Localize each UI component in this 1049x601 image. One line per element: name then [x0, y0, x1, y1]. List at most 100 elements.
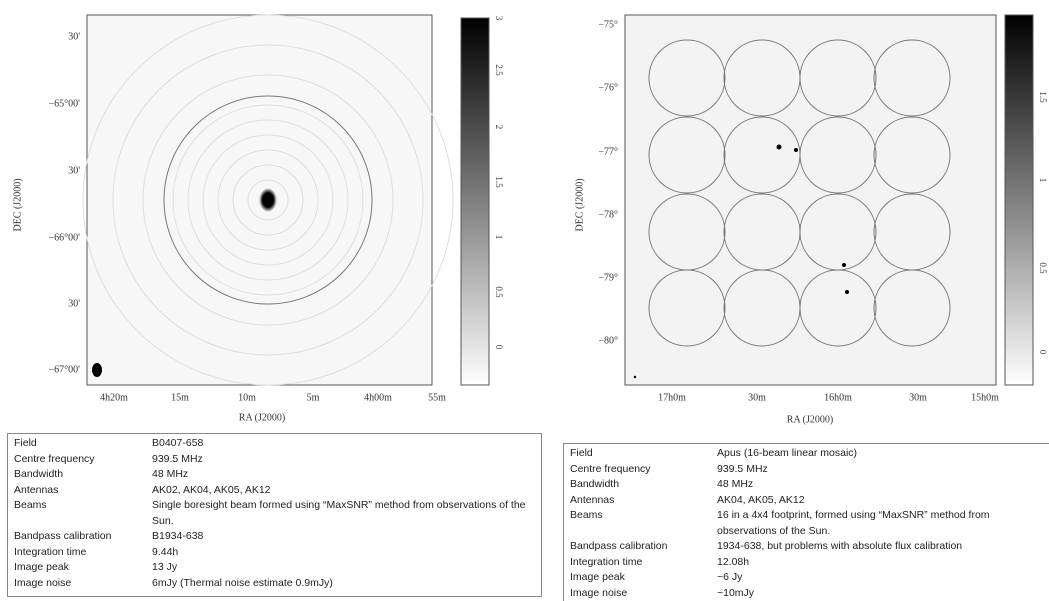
ra-tick-label: 16h0m: [824, 392, 852, 403]
table-value: ~6 Jy: [717, 570, 1046, 586]
dec-tick-label: −67°00': [49, 364, 81, 375]
table-value: B1934-638: [152, 529, 535, 545]
source: [259, 188, 277, 212]
table-value: AK04, AK05, AK12: [717, 493, 1046, 509]
ra-tick-label: 30m: [748, 392, 766, 403]
ra-tick-label: 10m: [238, 392, 256, 403]
dec-tick-label: −65°00': [49, 98, 81, 109]
ra-tick-label: 4h00m: [364, 392, 392, 403]
table-key: Bandpass calibration: [570, 539, 717, 555]
table-value: 48 MHz: [152, 467, 535, 483]
table-row: Integration time9.44h: [14, 545, 535, 561]
dec-tick-label: 30': [68, 165, 80, 176]
table-key: Beams: [14, 498, 152, 529]
dec-tick-label: −76°: [598, 82, 618, 93]
ra-tick-label: 15h0m: [971, 392, 999, 403]
table-key: Image peak: [14, 560, 152, 576]
table-key: Field: [14, 436, 152, 452]
table-value: 48 MHz: [717, 477, 1046, 493]
table-value: Single boresight beam formed using “MaxS…: [152, 498, 535, 529]
table-row: Bandwidth48 MHz: [570, 477, 1046, 493]
table-key: Beams: [570, 508, 717, 539]
ra-tick-label: 30m: [909, 392, 927, 403]
table-key: Antennas: [14, 483, 152, 499]
dec-tick-label: 30': [68, 31, 80, 42]
ra-tick-label: 15m: [171, 392, 189, 403]
dec-tick-label: −75°: [598, 19, 618, 30]
table-value: B0407-658: [152, 436, 535, 452]
colorbar-tick-label: 0.5: [494, 286, 504, 298]
colorbar-tick-label: 0: [1038, 350, 1048, 355]
beam-shape: [92, 363, 102, 377]
dec-tick-label: −77°: [598, 146, 618, 157]
table-value: AK02, AK04, AK05, AK12: [152, 483, 535, 499]
table-key: Image noise: [14, 576, 152, 592]
x-axis-label: RA (J2000): [239, 412, 285, 423]
table-key: Integration time: [570, 555, 717, 571]
colorbar-tick-label: 0.5: [1038, 262, 1048, 274]
table-value: 6mJy (Thermal noise estimate 0.9mJy): [152, 576, 535, 592]
table-value: 12.08h: [717, 555, 1046, 571]
table-key: Bandwidth: [14, 467, 152, 483]
table-key: Image peak: [570, 570, 717, 586]
colorbar-tick-label: 3: [494, 16, 504, 21]
y-axis-label: DEC (J2000): [12, 178, 23, 231]
table-value: Apus (16-beam linear mosaic): [717, 446, 1046, 462]
table-row: FieldApus (16-beam linear mosaic): [570, 446, 1046, 462]
colorbar: [461, 18, 489, 385]
dec-tick-label: −66°00': [49, 232, 81, 243]
table-value: 9.44h: [152, 545, 535, 561]
page: 30'−65°00'30'−66°00'30'−67°00'4h20m15m10…: [0, 0, 1049, 601]
table-value: 16 in a 4x4 footprint, formed using “Max…: [717, 508, 1046, 539]
table-value: 939.5 MHz: [717, 462, 1046, 478]
table-key: Integration time: [14, 545, 152, 561]
ra-tick-label: 4h20m: [100, 392, 128, 403]
dec-tick-label: −80°: [598, 335, 618, 346]
table-value: 1934-638, but problems with absolute flu…: [717, 539, 1046, 555]
dec-tick-label: −79°: [598, 272, 618, 283]
colorbar-tick-label: 0: [494, 345, 504, 350]
y-axis-label: DEC (J2000): [574, 178, 585, 231]
ra-tick-label: 17h0m: [658, 392, 686, 403]
table-row: Image noise~10mJy: [570, 586, 1046, 601]
image-frame: [625, 15, 996, 385]
table-key: Antennas: [570, 493, 717, 509]
dec-tick-label: 30': [68, 298, 80, 309]
table-key: Image noise: [570, 586, 717, 601]
table-value: ~10mJy: [717, 586, 1046, 601]
colorbar-tick-label: 2.5: [494, 64, 504, 76]
colorbar-tick-label: 2: [494, 125, 504, 130]
colorbar-tick-label: 1: [494, 235, 504, 240]
colorbar: [1005, 15, 1033, 385]
ra-tick-label: 5m: [307, 392, 320, 403]
table-key: Bandpass calibration: [14, 529, 152, 545]
colorbar-tick-label: 1.5: [494, 176, 504, 188]
table-value: 939.5 MHz: [152, 452, 535, 468]
table-key: Field: [570, 446, 717, 462]
dec-tick-label: −78°: [598, 209, 618, 220]
x-axis-label: RA (J2000): [787, 414, 833, 425]
table-value: 13 Jy: [152, 560, 535, 576]
table-row: Image peak~6 Jy: [570, 570, 1046, 586]
colorbar-tick-label: 1.5: [1038, 91, 1048, 103]
table-key: Centre frequency: [570, 462, 717, 478]
colorbar-tick-label: 1: [1038, 178, 1048, 183]
table-row: Bandpass calibration1934-638, but proble…: [570, 539, 1046, 555]
table-key: Centre frequency: [14, 452, 152, 468]
ra-tick-label: 55m: [428, 392, 446, 403]
